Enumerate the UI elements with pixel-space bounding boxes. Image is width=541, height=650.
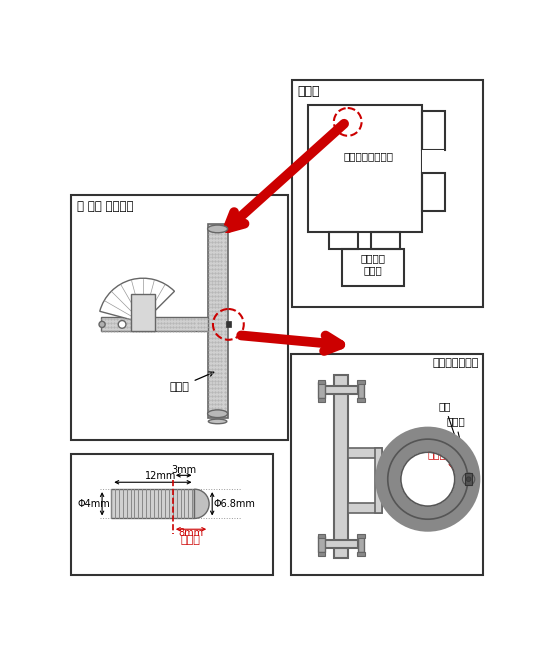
Wedge shape	[100, 278, 175, 323]
Bar	[423, 150, 444, 173]
Circle shape	[99, 321, 105, 328]
Bar	[308, 105, 421, 232]
Text: 折損箇所: 折損箇所	[428, 450, 464, 482]
Bar	[357, 380, 365, 384]
Ellipse shape	[208, 419, 227, 424]
Circle shape	[466, 477, 471, 482]
Text: 位置図: 位置図	[297, 85, 319, 98]
Bar	[318, 534, 325, 538]
Bar	[357, 398, 365, 402]
Wedge shape	[194, 489, 209, 519]
Bar	[318, 380, 325, 384]
Bar	[130, 294, 155, 331]
Bar	[111, 489, 194, 519]
Text: 脱落部: 脱落部	[181, 536, 201, 545]
Bar	[371, 232, 400, 249]
Bar	[358, 382, 364, 398]
Bar	[421, 173, 445, 211]
Text: 3mm: 3mm	[171, 465, 196, 474]
Text: 12mm: 12mm	[145, 471, 176, 482]
Circle shape	[463, 473, 475, 486]
Text: 当該箇所断面図: 当該箇所断面図	[432, 358, 479, 369]
Bar	[208, 224, 228, 419]
Bar	[226, 321, 230, 328]
Bar	[292, 81, 483, 307]
Bar	[348, 448, 381, 458]
Bar	[375, 448, 381, 513]
Bar	[421, 111, 445, 150]
Bar	[465, 473, 472, 486]
Bar	[318, 552, 325, 556]
Bar	[323, 386, 359, 394]
Text: 座金: 座金	[439, 401, 467, 471]
Bar	[358, 536, 364, 552]
Text: ［ 灯具 概要図］: ［ 灯具 概要図］	[77, 200, 134, 213]
Bar	[101, 317, 208, 332]
Bar	[71, 195, 288, 440]
Bar	[318, 398, 325, 402]
Bar	[329, 232, 359, 249]
Text: 燃料検査
ピット: 燃料検査 ピット	[361, 253, 386, 276]
Bar	[71, 454, 273, 575]
Bar	[334, 375, 348, 558]
Bar	[291, 354, 483, 575]
Bar	[348, 503, 381, 513]
Ellipse shape	[208, 225, 228, 233]
Text: Φ6.8mm: Φ6.8mm	[214, 499, 255, 509]
Bar	[323, 540, 359, 548]
Text: ポール: ポール	[170, 372, 214, 392]
Bar	[342, 249, 404, 286]
Bar	[319, 382, 325, 398]
Text: 使用済燃料ピット: 使用済燃料ピット	[344, 151, 393, 162]
Text: Φ4mm: Φ4mm	[77, 499, 110, 509]
Text: 8mm: 8mm	[178, 528, 203, 538]
Text: ボルト: ボルト	[446, 417, 470, 477]
Bar	[319, 536, 325, 552]
Circle shape	[118, 320, 126, 328]
Bar	[357, 552, 365, 556]
Ellipse shape	[208, 410, 228, 417]
Bar	[357, 534, 365, 538]
